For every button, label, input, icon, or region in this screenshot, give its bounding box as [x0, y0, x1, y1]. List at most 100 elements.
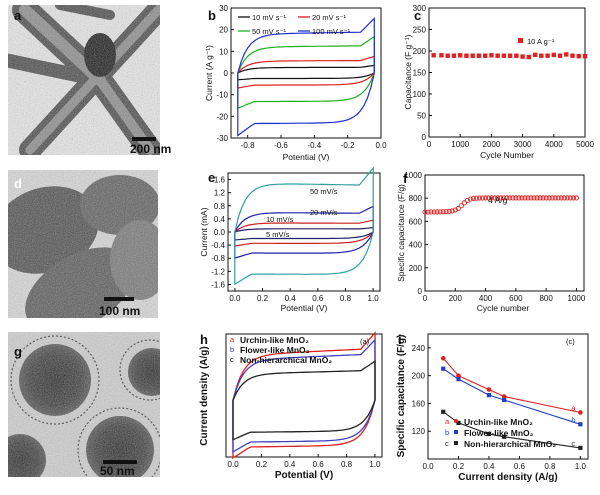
- cv-curve-b-3: [237, 35, 375, 110]
- cv-curve-b-4: [237, 16, 375, 137]
- x-tick-label: 1000: [451, 140, 469, 149]
- y-axis-label-c: Capacitance (F g⁻¹): [403, 34, 413, 109]
- data-point-f: [534, 195, 540, 201]
- annotation-f: 4 A/g: [488, 195, 508, 205]
- y-tick-label: 200: [409, 264, 423, 273]
- x-tick-label: 1.0: [369, 460, 381, 469]
- data-point-c: [439, 53, 444, 58]
- series-line-i-b: [442, 368, 581, 425]
- y-tick-label: 0.4: [214, 215, 226, 224]
- data-lines-i: abc: [440, 356, 583, 450]
- x-ticks-c: 0 1000 2000 3000 4000 5000: [427, 134, 594, 149]
- y-tick-label: 0.0: [214, 228, 226, 237]
- data-point-f: [555, 195, 561, 201]
- data-point-f: [543, 195, 549, 201]
- x-tick-label: 5000: [576, 140, 594, 149]
- data-point-f: [504, 195, 510, 201]
- x-tick-label: 0.4: [483, 462, 495, 471]
- x-ticks-b: -0.8 -0.6 -0.4 -0.2 0.0: [241, 135, 387, 150]
- y-tick-label: 1.2: [214, 189, 226, 198]
- x-tick-label: -0.2: [341, 141, 355, 150]
- legend-symbol-i-a: [454, 419, 458, 423]
- data-point-c: [576, 53, 581, 59]
- cv-curve-b-1: [237, 64, 375, 81]
- data-point-f: [510, 195, 516, 201]
- data-point-c: [476, 53, 482, 58]
- data-point-f: [479, 195, 486, 201]
- x-axis-label-h: Potential (V): [275, 470, 333, 481]
- data-point-f: [522, 195, 528, 201]
- x-tick-label: 1.0: [368, 294, 380, 303]
- x-tick-label: 400: [479, 294, 493, 303]
- x-tick-label: -0.8: [241, 141, 255, 150]
- data-point-i-c: [441, 409, 446, 414]
- data-point-c: [431, 53, 436, 58]
- legend-label-b-1: 10 mV s⁻¹: [252, 13, 286, 22]
- x-tick-label: 0.8: [544, 462, 556, 471]
- data-point-c: [489, 53, 494, 58]
- x-tick-label: 1.0: [575, 462, 587, 471]
- data-points-f: [422, 195, 579, 215]
- x-tick-label: 0.2: [257, 294, 269, 303]
- legend-label-i-a: Urchin-like MnO₂: [464, 417, 533, 427]
- legend-symbol-i-c: [454, 441, 458, 445]
- x-tick-label: 0: [423, 294, 428, 303]
- data-point-f: [455, 205, 461, 211]
- legend-label-i-b: Flower-like MnO₂: [464, 428, 534, 438]
- data-point-f: [507, 195, 513, 201]
- data-point-f: [561, 195, 567, 201]
- y-tick-label: 160: [412, 399, 426, 408]
- x-tick-label: 200: [449, 294, 463, 303]
- x-tick-label: 0.6: [514, 462, 526, 471]
- data-point-c: [514, 53, 519, 58]
- data-point-f: [525, 195, 531, 201]
- data-point-f: [540, 195, 546, 201]
- x-ticks-f: 0 200 400 600 800 1000: [423, 288, 586, 303]
- legend-label-i-c: Non-hierarchical MnO₂: [464, 439, 556, 449]
- y-tick-label: 0: [422, 133, 427, 142]
- x-tick-label: 800: [539, 294, 553, 303]
- y-tick-label: -1.2: [211, 267, 225, 276]
- x-tick-label: 0.4: [285, 294, 297, 303]
- panel-label-e: e: [208, 170, 215, 185]
- data-point-f: [570, 195, 576, 201]
- x-ticks-i: 0.0 0.2 0.4 0.6 0.8 1.0: [422, 456, 586, 471]
- x-ticks-h: 0.0 0.2 0.4 0.6 0.8 1.0: [228, 454, 381, 469]
- y-tick-label: -0.8: [211, 254, 225, 263]
- cv-curves-h: [232, 331, 376, 460]
- x-axis-label-f: Cycle number: [477, 303, 530, 313]
- x-tick-label: 1000: [568, 294, 586, 303]
- data-point-f: [483, 195, 489, 201]
- x-tick-label: 0.8: [341, 460, 353, 469]
- chart-f: f 0 200 400 600 800 1000 0 200 400 600 800 1000 4 …: [396, 171, 586, 313]
- data-point-f: [470, 195, 477, 201]
- legend-marker-h-c: c: [230, 355, 234, 364]
- x-tick-label: 0.0: [375, 141, 387, 150]
- legend-label-b-2: 20 mV s⁻¹: [312, 13, 346, 22]
- y-tick-label: 100: [413, 90, 427, 99]
- data-point-c: [464, 53, 469, 58]
- x-tick-label: 4000: [545, 140, 563, 149]
- data-point-f: [422, 209, 428, 215]
- cv-curve-e-4: [234, 166, 374, 286]
- data-point-c: [507, 53, 513, 58]
- panel-label-c: c: [414, 8, 421, 23]
- panel-label-f: f: [403, 171, 408, 186]
- y-tick-label: 0: [418, 287, 423, 296]
- data-point-c: [495, 53, 500, 58]
- x-tick-label: 2000: [483, 140, 501, 149]
- y-axis-label-f: Specific capacitance (F/g): [396, 184, 406, 282]
- y-tick-label: 50: [417, 112, 426, 121]
- curve-label-e-5: 5 mV/s: [266, 230, 290, 239]
- data-point-f: [486, 195, 492, 201]
- panel-label-i: i: [398, 332, 402, 347]
- data-point-c: [501, 53, 507, 58]
- y-ticks-b: 30 20 10 0 -10 -20 -30: [216, 4, 234, 143]
- x-tick-label: 0.6: [313, 460, 325, 469]
- series-end-label-i-a: a: [571, 403, 576, 412]
- data-point-f: [434, 209, 440, 215]
- data-point-c: [458, 53, 463, 58]
- chart-b: b 30 20 10 0 -10 -20 -30 -0.8 -0.6 -0.4 -0.2 0.0 1…: [204, 4, 387, 162]
- data-point-c: [445, 53, 450, 58]
- data-point-f: [567, 195, 573, 201]
